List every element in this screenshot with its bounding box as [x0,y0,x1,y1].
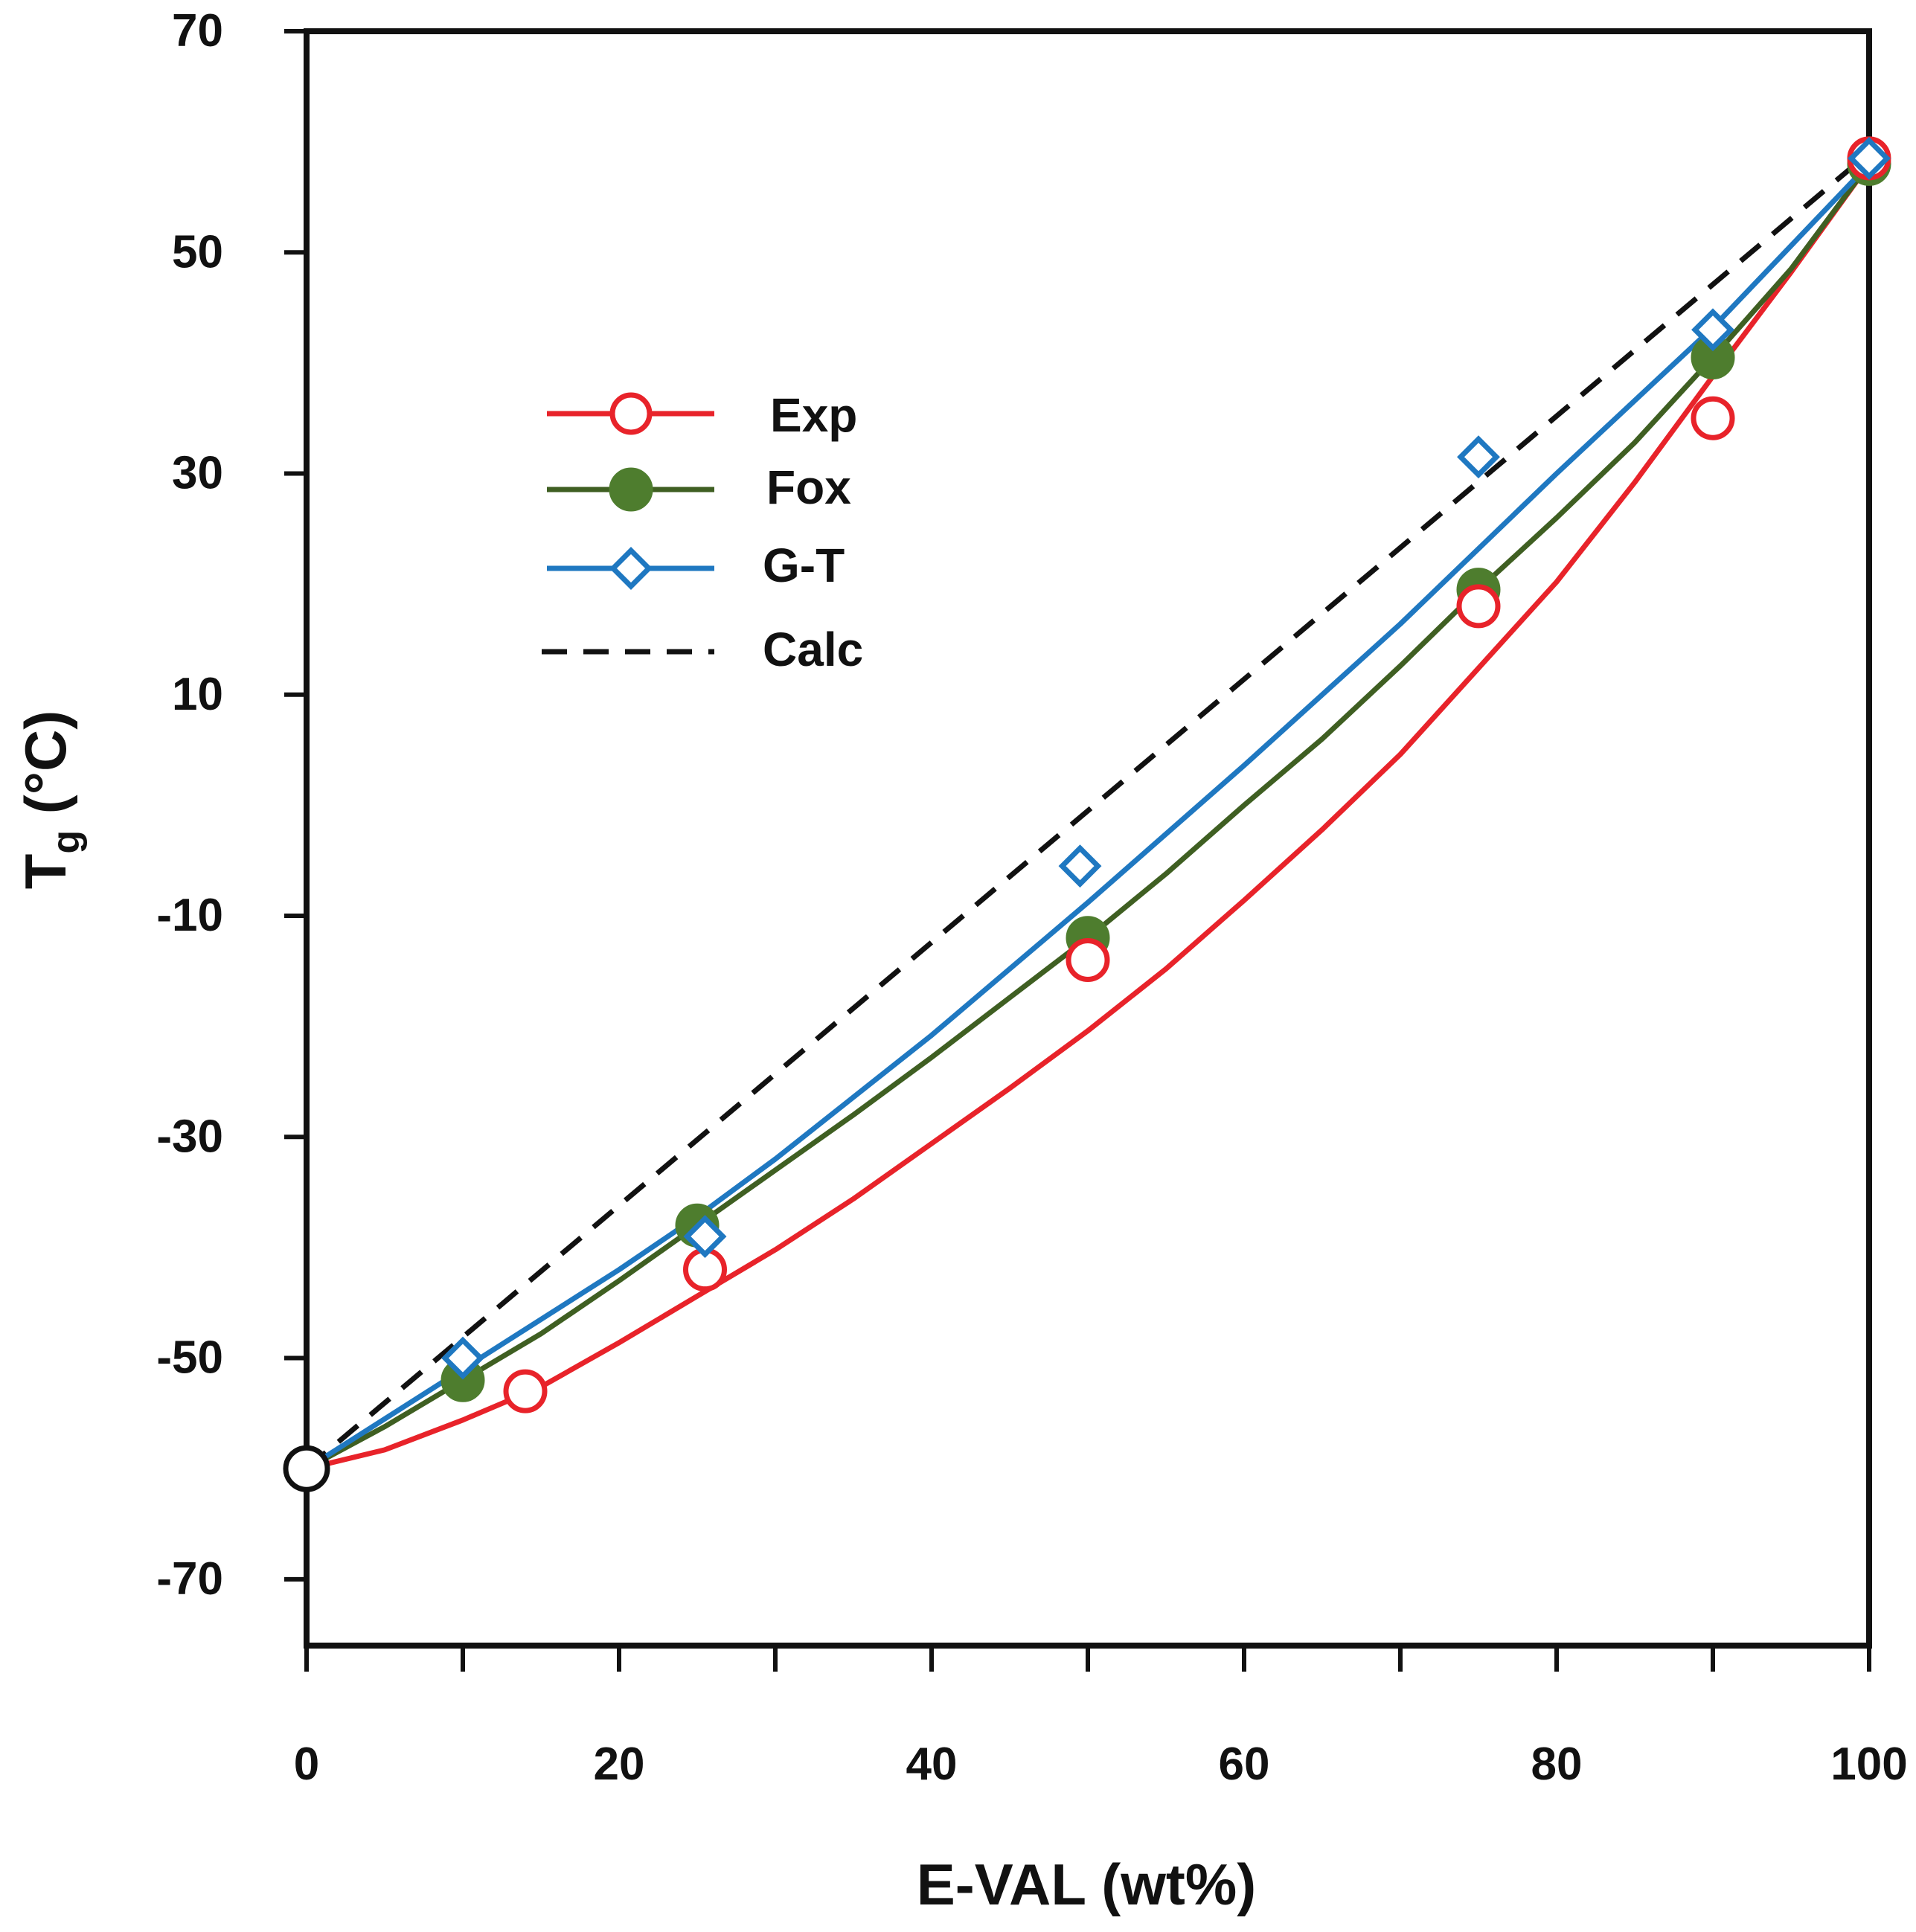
y-tick-label: 70 [172,5,223,57]
legend: Exp Fox G-T Calc [542,388,863,676]
gt-point [441,1336,484,1380]
legend-label-calc: Calc [763,623,863,676]
gt-point [1691,308,1734,352]
exp-point [1066,937,1110,982]
y-tick-label: 10 [172,669,223,720]
y-tick-label: -70 [156,1553,223,1605]
gt-point [683,1215,727,1259]
exp-point [503,1369,548,1413]
exp-point [1691,396,1735,440]
legend-label-exp: Exp [770,388,857,442]
y-tick-label: -30 [156,1111,223,1162]
legend-label-gt: G-T [763,539,845,592]
x-axis: 0 20 40 60 80 100 [294,1646,1908,1790]
x-tick-label: 100 [1830,1739,1907,1790]
legend-marker-fox [609,467,653,512]
series-layer [304,150,1872,1472]
y-tick-label: -10 [156,890,223,941]
x-tick-label: 60 [1219,1739,1270,1790]
y-axis-title-sub: g [45,830,88,854]
legend-label-fox: Fox [766,460,851,514]
y-axis: 70 50 30 10 -10 -30 -50 -70 [156,5,307,1605]
y-axis-title: Tg (°C) [13,710,88,890]
series-line-exp [304,161,1872,1472]
y-axis-title-main: T [13,854,78,890]
gt-point [1457,435,1500,479]
y-tick-label: -50 [156,1332,223,1384]
marker-layer [283,136,1891,1492]
x-tick-label: 80 [1531,1739,1583,1790]
x-axis-title: E-VAL (wt%) [917,1852,1256,1917]
exp-point [1456,584,1501,629]
x-tick-label: 40 [906,1739,958,1790]
gt-point [1058,844,1102,888]
series-line-g-t [304,161,1872,1472]
reference-point [283,1445,330,1492]
x-tick-label: 0 [294,1739,319,1790]
legend-marker-gt [609,547,653,590]
y-tick-label: 30 [172,448,223,499]
y-axis-title-unit: (°C) [13,710,78,830]
x-tick-label: 20 [594,1739,645,1790]
gt-point [1848,136,1891,180]
series-line-calc [304,150,1871,1471]
legend-marker-exp [609,392,653,435]
y-tick-label: 50 [172,226,223,277]
